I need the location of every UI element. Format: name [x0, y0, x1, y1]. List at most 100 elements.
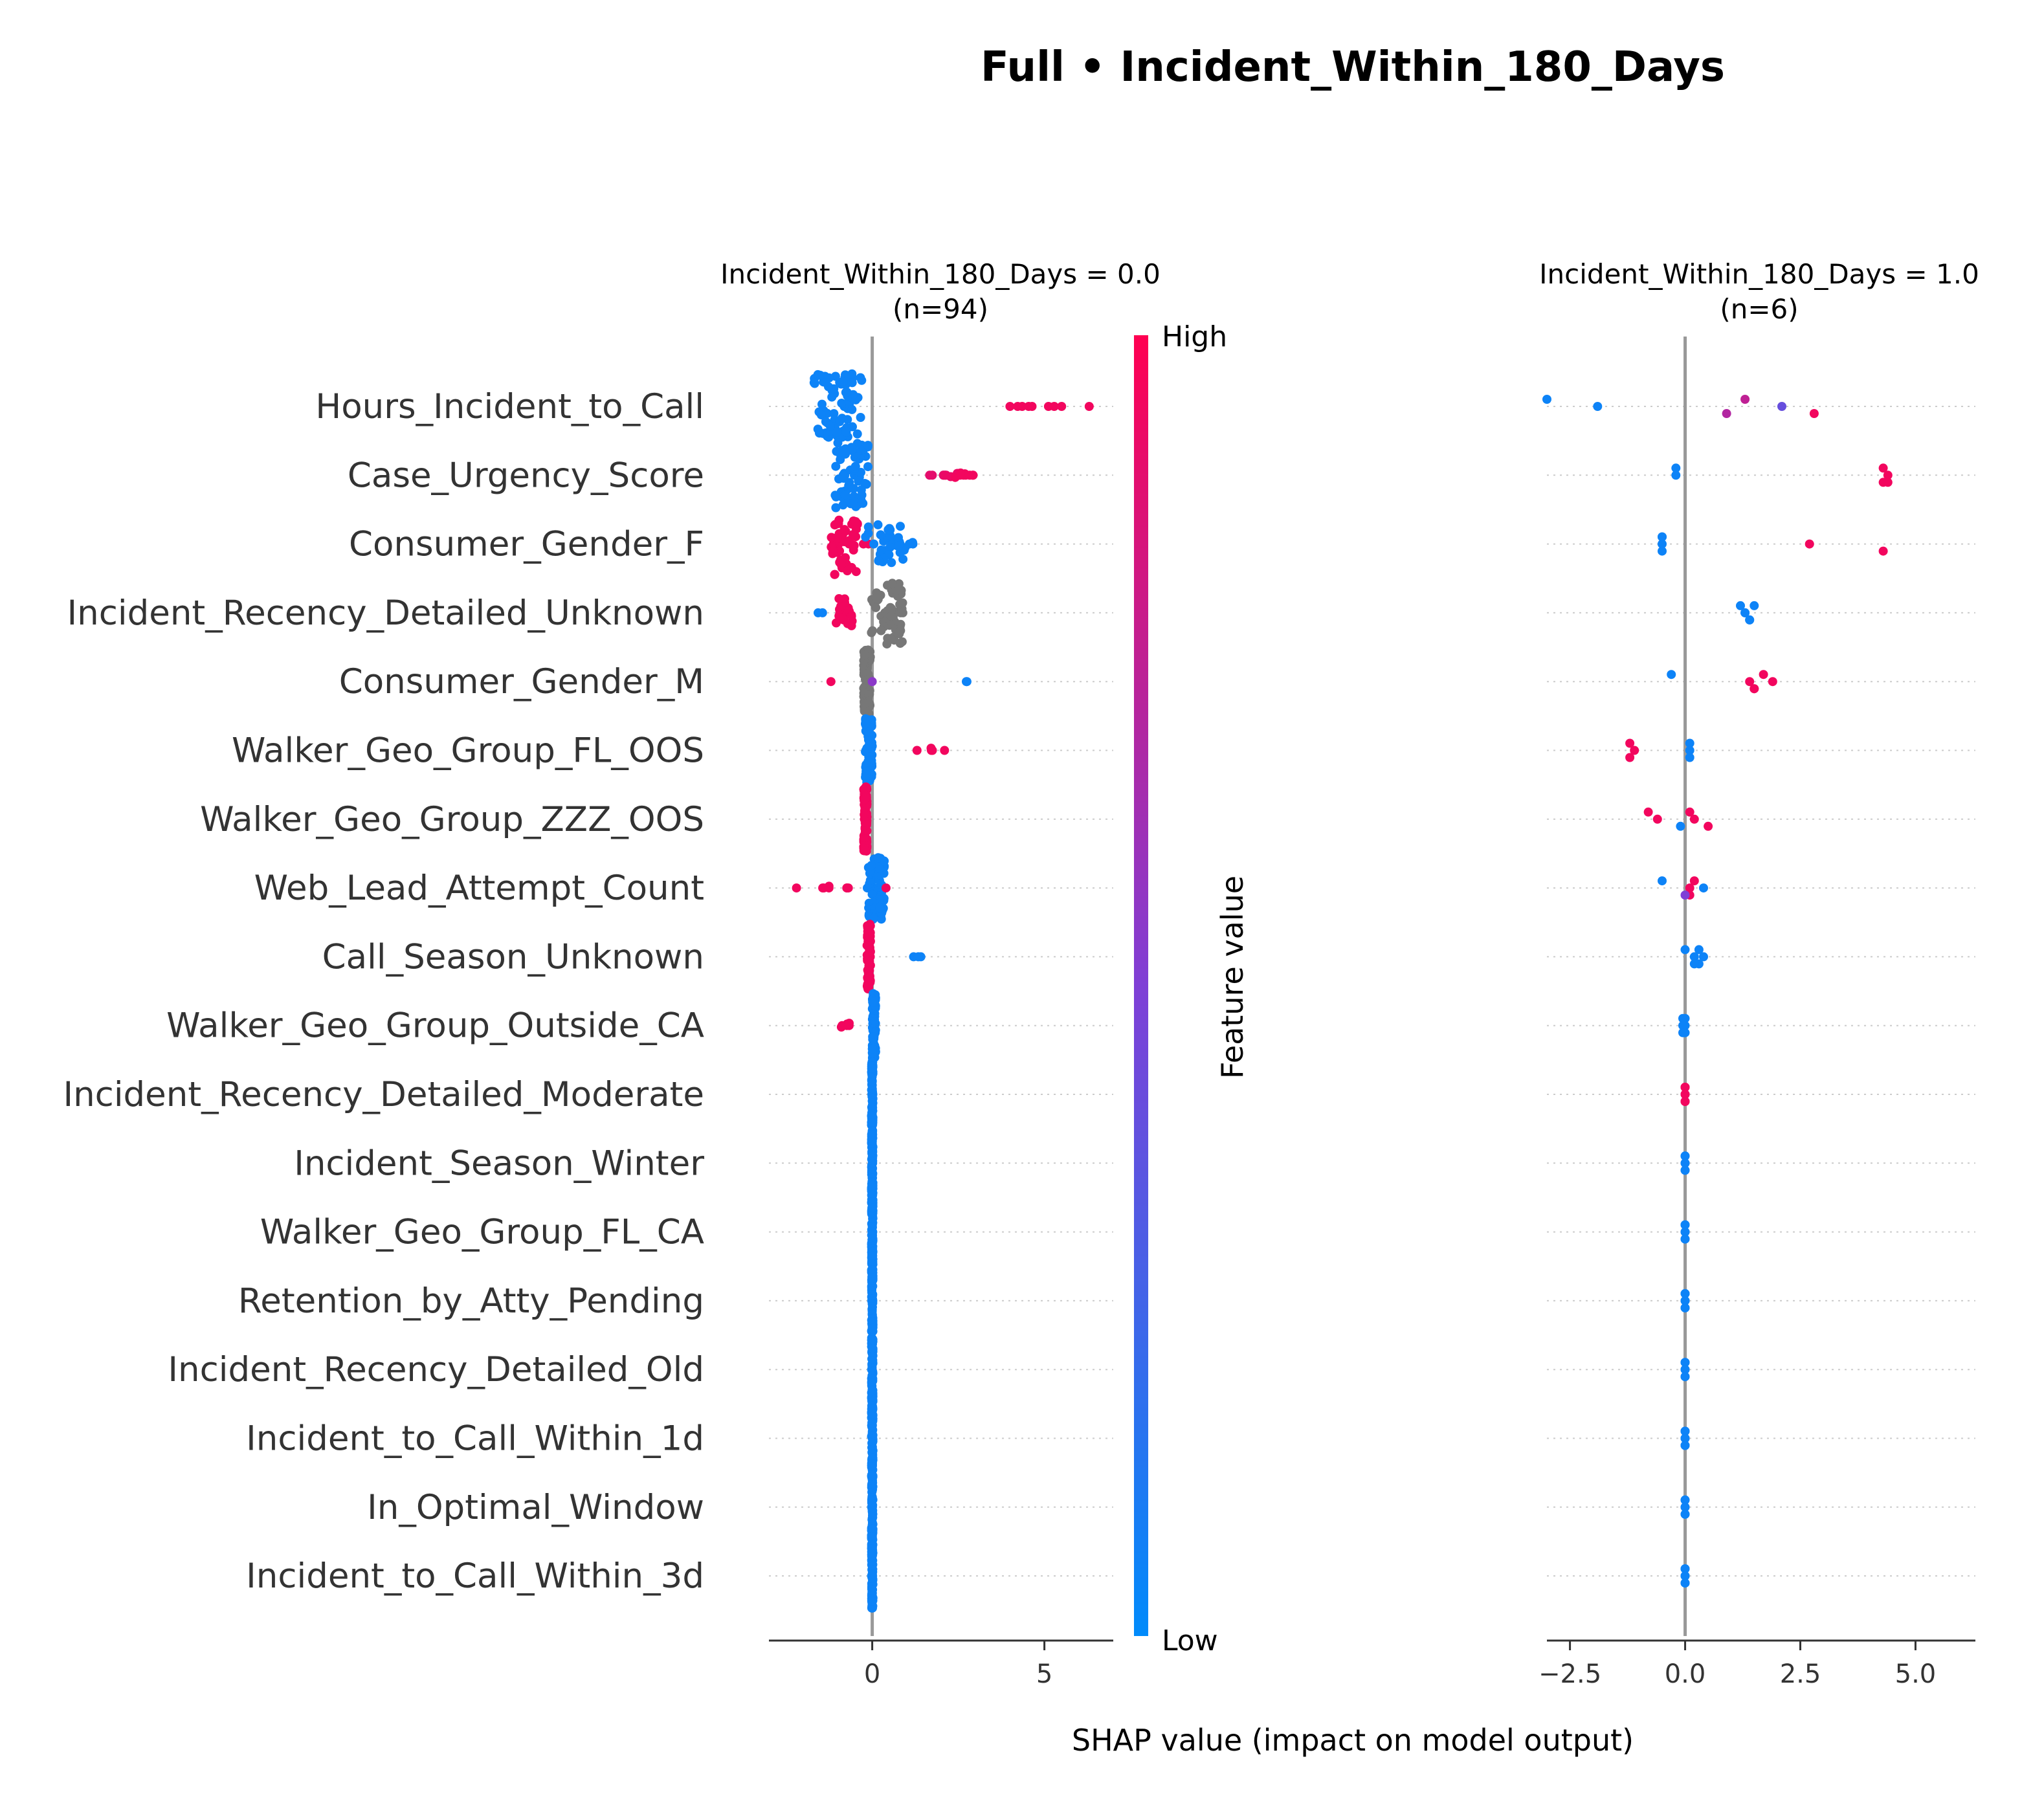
point-p0-f0-31: [841, 388, 850, 397]
point-p1-f5-1: [1630, 746, 1639, 755]
point-p1-f17-5: [1680, 1578, 1690, 1588]
point-p0-f0-26: [843, 415, 852, 425]
point-p1-f9-4: [1678, 1021, 1687, 1030]
colorbar-title: Feature value: [1215, 876, 1250, 1079]
point-p1-f3-3: [1750, 601, 1759, 610]
point-p1-f16-5: [1680, 1509, 1690, 1519]
feature-label-14: Incident_Recency_Detailed_Old: [168, 1350, 704, 1389]
feature-label-12: Walker_Geo_Group_FL_CA: [260, 1213, 704, 1252]
point-p0-f2-77: [873, 520, 883, 529]
x-tick-label-p1-1: 0.0: [1665, 1659, 1706, 1689]
point-p0-f1-19: [863, 462, 872, 472]
point-p0-f3-75: [894, 579, 904, 588]
point-p1-f17-4: [1680, 1571, 1690, 1581]
point-p0-f2-44: [830, 570, 839, 579]
point-p0-f0-88: [1084, 402, 1094, 411]
point-p1-f11-4: [1680, 1158, 1690, 1168]
x-tick-label-p0-1: 5: [1036, 1659, 1052, 1689]
feature-label-11: Incident_Season_Winter: [294, 1144, 704, 1183]
point-p0-f3-85: [887, 611, 896, 621]
point-p0-f2-47: [851, 517, 860, 526]
point-p0-f1-73: [928, 470, 937, 480]
point-p0-f0-71: [821, 378, 830, 388]
point-p1-f14-4: [1680, 1365, 1690, 1375]
point-p0-f0-77: [816, 370, 825, 380]
point-p1-f1-0: [1671, 463, 1681, 473]
point-p1-f6-3: [1685, 807, 1694, 817]
point-p1-f4-3: [1759, 670, 1768, 680]
point-p0-f0-73: [856, 373, 865, 382]
panel-1-title-line1: Incident_Within_180_Days = 1.0: [1539, 258, 1979, 290]
point-p0-f0-72: [815, 428, 824, 438]
point-p0-f2-46: [847, 562, 856, 572]
point-p0-f3-23: [834, 594, 844, 603]
point-p0-f2-49: [859, 539, 868, 549]
point-p1-f7-5: [1680, 890, 1690, 900]
point-p0-f14-92: [868, 1335, 878, 1345]
point-p0-f3-22: [847, 621, 856, 630]
point-p1-f15-3: [1680, 1426, 1690, 1436]
point-p0-f2-27: [841, 526, 850, 536]
point-p1-f4-5: [1750, 684, 1759, 694]
point-p1-f8-0: [1680, 945, 1690, 955]
point-p1-f0-4: [1777, 402, 1786, 411]
point-p1-f8-4: [1699, 952, 1708, 962]
point-p0-f16-90: [868, 1525, 878, 1534]
point-p1-f10-4: [1680, 1090, 1690, 1099]
point-p0-f10-92: [867, 1118, 877, 1128]
point-p1-f6-0: [1643, 807, 1653, 817]
point-p0-f6-84: [859, 835, 869, 845]
point-p1-f7-3: [1689, 876, 1699, 886]
point-p0-f3-1: [817, 608, 827, 617]
point-p0-f6-89: [861, 792, 871, 802]
point-p0-f14-90: [868, 1344, 877, 1353]
feature-label-0: Hours_Incident_to_Call: [315, 387, 704, 426]
point-p1-f2-4: [1805, 539, 1814, 549]
point-p0-f13-91: [868, 1265, 878, 1275]
point-p0-f3-76: [882, 639, 892, 649]
point-p0-f1-88: [956, 468, 966, 478]
point-p1-f9-5: [1680, 1028, 1690, 1037]
point-p1-f1-5: [1883, 478, 1893, 487]
point-p0-f5-90: [940, 746, 950, 755]
point-p1-f5-2: [1625, 753, 1635, 762]
feature-label-2: Consumer_Gender_F: [349, 525, 704, 564]
points: [792, 369, 1893, 1613]
point-p0-f7-86: [881, 883, 891, 893]
point-p1-f5-5: [1685, 753, 1694, 762]
point-p0-f8-87: [863, 929, 873, 938]
point-p0-f9-4: [836, 1023, 846, 1032]
x-tick-label-p1-0: −2.5: [1539, 1659, 1601, 1689]
point-p0-f1-56: [831, 503, 841, 513]
point-p1-f11-3: [1680, 1151, 1690, 1161]
point-p0-f0-79: [838, 377, 848, 386]
point-p0-f2-50: [869, 539, 879, 549]
point-p0-f12-90: [868, 1251, 878, 1261]
point-p0-f1-15: [850, 461, 860, 471]
point-p1-f7-1: [1685, 883, 1694, 893]
point-p1-f4-1: [1745, 677, 1755, 687]
point-p0-f13-93: [867, 1273, 877, 1283]
point-p0-f1-68: [841, 490, 850, 500]
axes: 0 5 −2.5 0.0 2.5 5.0: [769, 1639, 1975, 1689]
point-p1-f1-3: [1878, 463, 1888, 473]
feature-label-1: Case_Urgency_Score: [348, 456, 704, 495]
point-p1-f5-0: [1625, 738, 1635, 748]
point-p0-f2-83: [896, 522, 905, 531]
point-p0-f11-93: [867, 1136, 877, 1145]
point-p0-f4-80: [860, 650, 869, 660]
point-p0-f0-78: [825, 421, 835, 431]
point-p0-f2-14: [835, 546, 845, 556]
point-p1-f13-3: [1680, 1289, 1690, 1298]
point-p0-f0-18: [856, 413, 865, 422]
feature-label-13: Retention_by_Atty_Pending: [238, 1281, 704, 1321]
point-p0-f3-78: [894, 628, 904, 637]
point-p0-f4-81: [867, 677, 877, 687]
point-p0-f1-62: [846, 499, 856, 509]
point-p1-f9-3: [1680, 1013, 1690, 1023]
point-p0-f17-93: [867, 1544, 876, 1553]
feature-label-9: Walker_Geo_Group_Outside_CA: [166, 1006, 704, 1046]
point-p0-f0-57: [809, 378, 819, 388]
point-p0-f2-75: [863, 522, 873, 532]
point-p0-f2-13: [827, 533, 836, 542]
